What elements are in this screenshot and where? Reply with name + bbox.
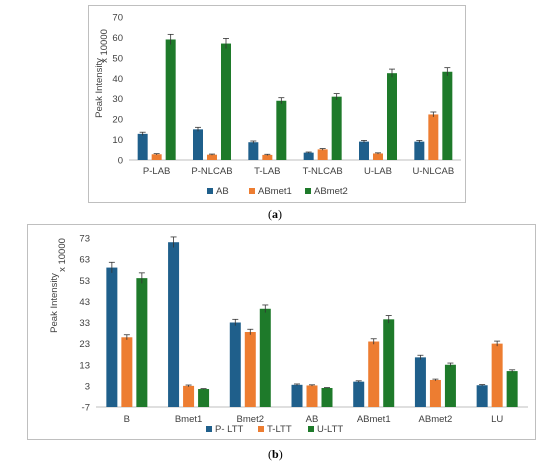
bar xyxy=(359,141,369,160)
x-tick-label: AB xyxy=(306,414,319,425)
x-tick-label: U-NLCAB xyxy=(412,166,454,177)
caption-b: (b) xyxy=(268,447,283,461)
bar xyxy=(106,267,118,407)
bar xyxy=(491,343,503,407)
y-axis-label: Peak Intensity xyxy=(49,273,60,333)
x-tick-label: P-NLCAB xyxy=(191,166,232,177)
y-tick-label: 60 xyxy=(112,33,123,44)
bar xyxy=(151,154,162,160)
x-tick-label: ABmet1 xyxy=(357,414,391,425)
legend-swatch xyxy=(249,188,255,194)
bar xyxy=(193,129,203,160)
bar xyxy=(306,385,318,407)
bar xyxy=(244,332,256,407)
y-tick-label: -7 xyxy=(82,403,90,414)
bar xyxy=(198,389,210,407)
y-tick-label: 13 xyxy=(79,360,90,371)
y-tick-label: 53 xyxy=(79,276,90,287)
caption-b-letter: b xyxy=(272,447,279,461)
x-tick-label: T-NLCAB xyxy=(303,166,343,177)
y-tick-label: 0 xyxy=(118,156,123,167)
y-tick-label: 70 xyxy=(112,13,123,24)
y-tick-label: 3 xyxy=(85,381,90,392)
y-tick-label: 63 xyxy=(79,255,90,266)
y-axis-label: Peak Intensity xyxy=(94,58,105,118)
legend-swatch xyxy=(258,426,264,432)
legend-label: ABmet2 xyxy=(314,186,348,197)
bar xyxy=(221,43,231,160)
x-tick-label: Bmet1 xyxy=(175,414,202,425)
x-tick-label: T-LAB xyxy=(254,166,280,177)
bar xyxy=(429,379,441,407)
bar xyxy=(414,141,425,160)
y-unit-label: x 10000 xyxy=(99,29,110,63)
x-tick-label: Bmet2 xyxy=(237,414,264,425)
bar xyxy=(291,384,303,407)
y-tick-label: 43 xyxy=(79,297,90,308)
x-tick-label: LU xyxy=(491,414,503,425)
x-tick-label: B xyxy=(124,414,130,425)
bar xyxy=(428,114,439,160)
y-tick-label: 33 xyxy=(79,318,90,329)
y-unit-label: x 10000 xyxy=(57,238,68,272)
legend-label: AB xyxy=(216,186,229,197)
legend-label: T-LTT xyxy=(267,424,292,435)
x-tick-label: ABmet2 xyxy=(419,414,453,425)
y-tick-label: 50 xyxy=(112,53,123,64)
bar xyxy=(165,39,176,160)
bar xyxy=(353,381,365,407)
y-tick-label: 30 xyxy=(112,94,123,105)
caption-a-letter: a xyxy=(272,207,278,221)
bar xyxy=(276,100,287,160)
y-tick-label: 20 xyxy=(112,115,123,126)
bar xyxy=(248,142,259,160)
chart-panel-b: -7 3 13 23 33 43 53 63 73 Peak Intensity x 10000 B B… xyxy=(27,224,536,440)
bar xyxy=(229,322,241,407)
x-tick-label: P-LAB xyxy=(143,166,170,177)
bar xyxy=(137,133,148,160)
bar xyxy=(476,385,488,407)
legend-swatch xyxy=(305,188,311,194)
bar xyxy=(121,337,133,407)
bar xyxy=(368,341,380,407)
bar xyxy=(383,319,395,407)
bar xyxy=(168,242,180,407)
caption-a: (a) xyxy=(268,207,282,221)
x-tick-label: U-LAB xyxy=(364,166,392,177)
legend-swatch xyxy=(308,426,314,432)
chart-panel-a: 0 10 20 30 40 50 60 70 Peak Intensity x 10000 P-LA… xyxy=(88,5,466,203)
bar xyxy=(331,96,342,160)
legend-label: P- LTT xyxy=(215,424,244,435)
bar xyxy=(183,385,195,407)
bar xyxy=(259,308,271,407)
legend-swatch xyxy=(207,188,213,194)
legend-label: U-LTT xyxy=(317,424,343,435)
bar xyxy=(303,152,314,160)
bar xyxy=(317,149,328,160)
y-tick-label: 23 xyxy=(79,339,90,350)
bar xyxy=(506,371,518,407)
bar xyxy=(136,278,148,407)
bar xyxy=(373,153,383,160)
legend-swatch xyxy=(206,426,212,432)
bar xyxy=(442,71,453,160)
bar xyxy=(387,73,397,160)
bar xyxy=(321,387,333,407)
y-tick-label: 73 xyxy=(79,234,90,245)
y-tick-label: 40 xyxy=(112,74,123,85)
bar xyxy=(207,154,217,160)
legend-label: ABmet1 xyxy=(258,186,292,197)
bar xyxy=(444,364,456,407)
y-tick-label: 10 xyxy=(112,135,123,146)
bar xyxy=(414,357,426,407)
bar xyxy=(262,154,273,160)
